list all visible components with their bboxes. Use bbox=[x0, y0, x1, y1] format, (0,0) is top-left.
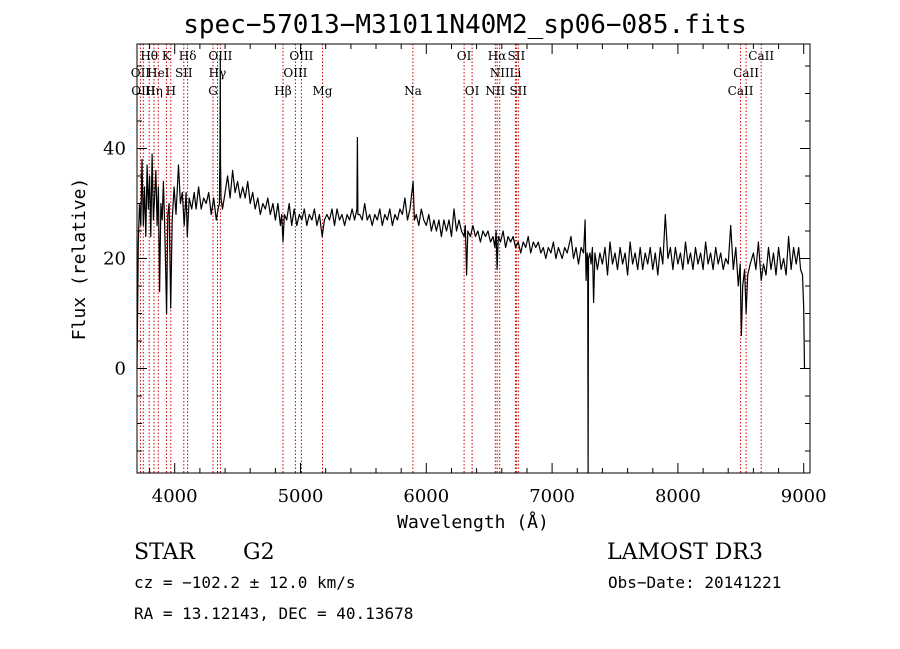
x-tick-label-6000: 6000 bbox=[403, 486, 449, 507]
spectrum-plot bbox=[136, 54, 806, 474]
line-label-11: SII bbox=[175, 66, 193, 80]
line-label-8: CaII bbox=[748, 49, 774, 63]
line-label-6: Hα bbox=[488, 49, 507, 63]
line-label-12: Hγ bbox=[209, 66, 227, 80]
x-tick-label-8000: 8000 bbox=[655, 486, 701, 507]
survey-label: LAMOST DR3 bbox=[607, 540, 763, 565]
line-label-24: OI bbox=[465, 84, 480, 98]
line-label-14: NII bbox=[490, 66, 510, 80]
line-label-10: HeI bbox=[147, 66, 170, 80]
y-tick-label-20: 20 bbox=[103, 249, 126, 270]
object-class: STAR bbox=[134, 540, 196, 565]
x-tick-label-9000: 9000 bbox=[781, 486, 827, 507]
line-label-7: SII bbox=[508, 49, 526, 63]
y-axis-label: Flux (relative) bbox=[69, 178, 90, 341]
line-label-23: Na bbox=[404, 84, 422, 98]
coordinates: RA = 13.12143, DEC = 40.13678 bbox=[134, 604, 413, 623]
line-label-9: OII bbox=[131, 66, 151, 80]
line-label-1: K bbox=[162, 49, 172, 63]
line-label-19: H bbox=[166, 84, 176, 98]
x-tick-label-5000: 5000 bbox=[278, 486, 324, 507]
object-subclass: G2 bbox=[243, 540, 275, 565]
redshift-readout: cz = −102.2 ± 12.0 km/s bbox=[134, 573, 356, 592]
line-label-13: OIII bbox=[283, 66, 307, 80]
x-tick-label-4000: 4000 bbox=[152, 486, 198, 507]
x-tick-labels: 4000 5000 6000 7000 8000 9000 bbox=[152, 486, 827, 507]
obs-date: Obs−Date: 20141221 bbox=[608, 573, 781, 592]
y-tick-labels: 0 20 40 bbox=[103, 139, 126, 380]
line-label-15: Li bbox=[509, 66, 521, 80]
line-label-25: NII bbox=[485, 84, 505, 98]
chart-title: spec−57013−M31011N40M2_sp06−085.fits bbox=[183, 10, 747, 40]
line-label-27: CaII bbox=[728, 84, 754, 98]
axis-ticks bbox=[137, 44, 810, 473]
line-label-20: G bbox=[208, 84, 218, 98]
line-label-2: Hδ bbox=[179, 49, 197, 63]
x-axis-label: Wavelength (Å) bbox=[397, 511, 549, 533]
line-label-21: Hβ bbox=[274, 84, 291, 98]
y-tick-label-40: 40 bbox=[103, 139, 126, 160]
y-tick-label-0: 0 bbox=[115, 359, 126, 380]
line-label-5: OI bbox=[457, 49, 472, 63]
line-label-18: Hη bbox=[145, 84, 163, 98]
line-label-22: Mg bbox=[313, 84, 333, 98]
spectrum-series-line bbox=[136, 54, 806, 474]
line-label-0: Hθ bbox=[140, 49, 158, 63]
line-label-4: OIII bbox=[289, 49, 313, 63]
line-label-26: SII bbox=[509, 84, 527, 98]
x-tick-label-7000: 7000 bbox=[529, 486, 575, 507]
line-label-16: CaII bbox=[733, 66, 759, 80]
